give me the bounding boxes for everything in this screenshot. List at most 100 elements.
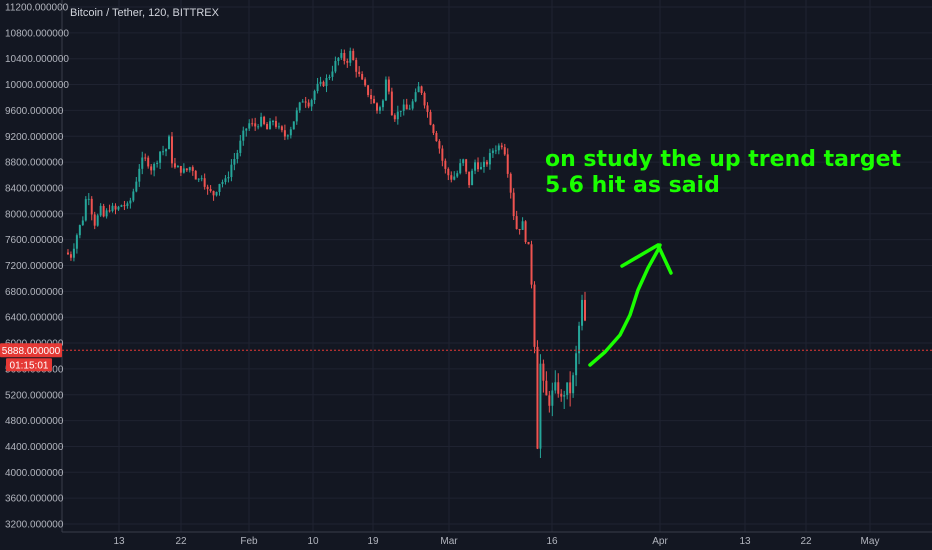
candle-body — [387, 79, 390, 92]
candle-body — [370, 95, 373, 100]
candle-body — [147, 157, 150, 167]
candle-body — [221, 181, 224, 184]
time-tick-label: 22 — [175, 536, 187, 547]
price-tick-label: 4800.000000 — [5, 416, 64, 427]
candle-body — [162, 151, 165, 153]
candle-body — [66, 252, 69, 255]
candle-body — [120, 205, 123, 207]
projection-arrow-shaft — [588, 243, 662, 367]
candle-body — [414, 92, 417, 102]
candle-body — [331, 71, 334, 77]
candle-body — [251, 123, 254, 125]
candle-body — [515, 216, 518, 230]
candle-body — [545, 380, 548, 396]
candle-body — [581, 299, 584, 326]
candle-body — [450, 175, 453, 180]
candle-body — [203, 178, 206, 187]
candle-body — [274, 120, 277, 127]
candle-body — [209, 189, 212, 192]
candle-body — [248, 123, 251, 129]
candle-body — [173, 163, 176, 168]
candle-body — [81, 220, 84, 226]
candle-body — [200, 178, 203, 180]
candle-body — [488, 153, 491, 165]
candle-body — [93, 214, 96, 226]
time-tick-label: 13 — [113, 536, 125, 547]
price-tick-label: 8800.000000 — [5, 158, 64, 169]
candle-body — [343, 52, 346, 61]
candle-body — [340, 52, 343, 58]
price-tick-label: 5200.000000 — [5, 390, 64, 401]
candle-body — [551, 390, 554, 406]
candle-body — [494, 150, 497, 152]
time-tick-label: 19 — [367, 536, 379, 547]
candle-body — [367, 85, 370, 96]
candle-body — [165, 149, 168, 152]
candle-body — [444, 160, 447, 169]
time-tick-label: 16 — [546, 536, 558, 547]
candle-body — [105, 210, 108, 217]
candle-body — [572, 375, 575, 394]
candle-body — [159, 151, 162, 163]
candle-body — [491, 150, 494, 154]
candle-body — [364, 79, 367, 86]
candle-body — [197, 178, 200, 180]
current-price-badge: 5888.000000 01:15:01 — [0, 343, 62, 372]
candle-body — [269, 121, 272, 130]
time-tick-label: Mar — [440, 536, 458, 547]
candle-body — [212, 191, 215, 196]
candle-body — [527, 242, 530, 245]
candle-body — [280, 126, 283, 131]
price-tick-label: 6400.000000 — [5, 313, 64, 324]
candle-body — [539, 363, 542, 449]
candle-body — [301, 101, 304, 103]
candle-body — [144, 157, 147, 159]
candle-body — [468, 171, 471, 186]
candle-body — [272, 120, 274, 122]
projection-arrow-drawing[interactable] — [588, 243, 673, 367]
candle-body — [497, 145, 500, 151]
candle-body — [90, 198, 93, 215]
candle-body — [334, 60, 337, 72]
candle-body — [337, 57, 340, 61]
candle-body — [114, 205, 117, 210]
candle-body — [563, 395, 566, 397]
price-tick-label: 10400.000000 — [5, 54, 69, 65]
candle-body — [111, 205, 114, 212]
candle-body — [533, 284, 536, 347]
time-axis[interactable]: 13 22 Feb 10 19 Mar 16 Apr 13 22 May — [113, 536, 879, 547]
candle-body — [554, 382, 557, 391]
candle-body — [233, 159, 236, 165]
candle-body — [390, 91, 393, 116]
candle-body — [132, 191, 135, 201]
price-tick-label: 9200.000000 — [5, 132, 64, 143]
candle-body — [569, 382, 572, 394]
candle-body — [307, 102, 310, 107]
candle-body — [227, 177, 230, 179]
candle-body — [482, 161, 485, 168]
price-tick-label: 8400.000000 — [5, 183, 64, 194]
price-axis[interactable]: 11200.000000 10800.000000 10400.000000 1000… — [5, 3, 69, 531]
price-tick-label: 6800.000000 — [5, 287, 64, 298]
candle-body — [289, 129, 292, 136]
candle-body — [260, 116, 263, 127]
price-tick-label: 9600.000000 — [5, 106, 64, 117]
candle-body — [263, 116, 266, 124]
candle-body — [96, 215, 99, 226]
price-tick-label: 3200.000000 — [5, 520, 64, 531]
candle-body — [358, 71, 361, 74]
price-tick-label: 4000.000000 — [5, 468, 64, 479]
candle-body — [447, 168, 450, 176]
candle-body — [423, 92, 426, 106]
candle-body — [560, 393, 563, 397]
candle-body — [188, 167, 191, 171]
candle-body — [378, 107, 381, 111]
candle-body — [84, 199, 87, 221]
candle-body — [381, 100, 384, 108]
candle-body — [99, 205, 102, 216]
time-tick-label: 22 — [800, 536, 812, 547]
bar-countdown-label: 01:15:01 — [10, 360, 49, 371]
candle-body — [402, 104, 405, 111]
price-tick-label: 8000.000000 — [5, 209, 64, 220]
